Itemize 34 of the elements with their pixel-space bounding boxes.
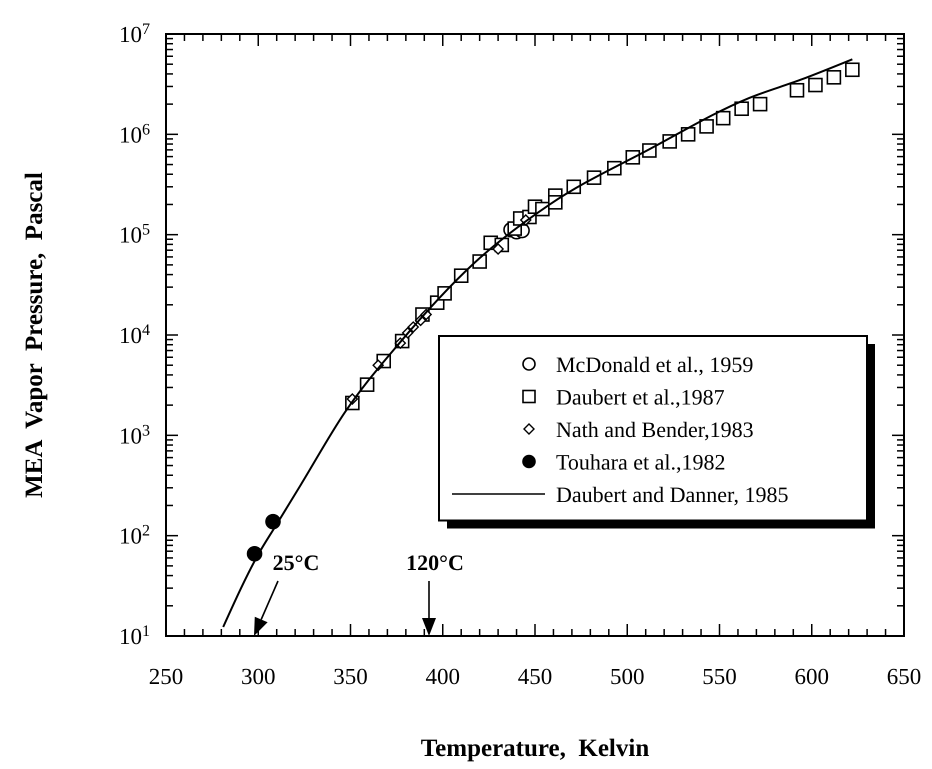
point	[845, 62, 860, 78]
x-tick-label: 500	[610, 664, 644, 689]
legend-label: Daubert and Danner, 1985	[556, 482, 788, 507]
x-tick-label: 650	[886, 664, 922, 689]
annotation: 25°C	[272, 550, 320, 575]
legend-label: McDonald et al., 1959	[556, 352, 754, 377]
x-axis-title: Temperature, Kelvin	[420, 735, 650, 762]
legend-label: Nath and Bender,1983	[556, 417, 754, 442]
point	[790, 82, 804, 98]
point	[716, 110, 730, 126]
legend-label: Daubert et al.,1987	[556, 384, 725, 410]
point	[699, 119, 714, 134]
legend-label: Touhara et al.,1982	[556, 450, 726, 474]
y-tick-label: 10$^{4}$	[118, 322, 150, 348]
x-tick-label: 550	[702, 664, 737, 689]
point	[752, 96, 768, 112]
y-tick-label: 10$^{3}$	[118, 422, 150, 448]
y-tick-label: 10$^{1}$	[118, 622, 150, 649]
x-tick-label: 300	[241, 664, 276, 689]
y-tick-label: 10$^{7}$	[118, 20, 150, 47]
point	[808, 78, 823, 92]
x-tick-label: 250	[148, 664, 184, 689]
y-tick-label: 10$^{5}$	[118, 221, 150, 248]
x-tick-label: 400	[426, 664, 460, 689]
annotation: 120°C	[406, 550, 464, 575]
y-tick-label: 10$^{6}$	[118, 120, 150, 148]
point	[680, 127, 696, 142]
y-tick-label: 10$^{2}$	[118, 522, 150, 549]
point	[826, 70, 842, 85]
x-tick-label: 450	[518, 664, 552, 689]
y-axis-title: MEA Vapor Pressure, Pascal	[21, 172, 48, 498]
x-tick-label: 600	[794, 664, 829, 689]
x-tick-label: 350	[333, 664, 368, 689]
point	[734, 101, 749, 116]
